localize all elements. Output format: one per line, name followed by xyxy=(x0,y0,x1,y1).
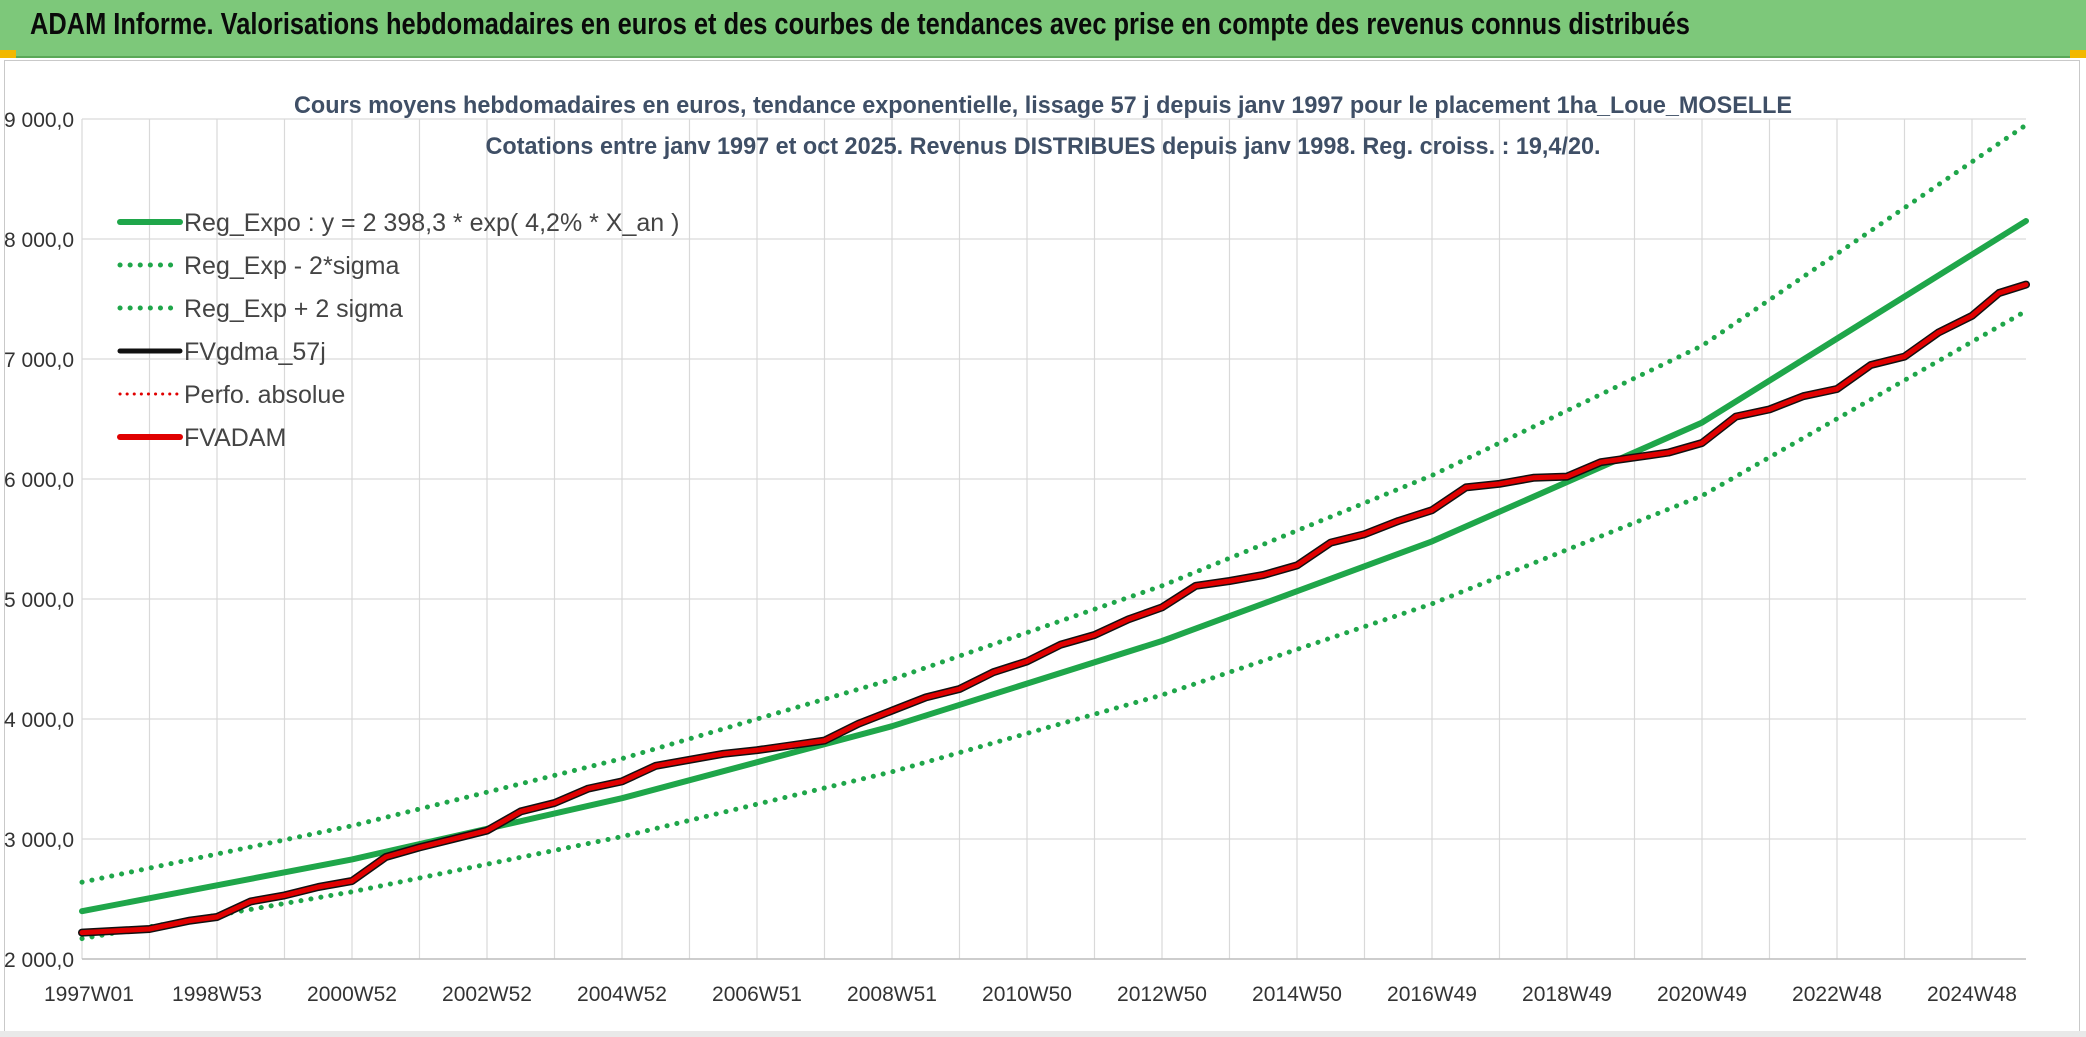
series-line xyxy=(79,218,2029,915)
x-tick-label: 2020W49 xyxy=(1657,983,1747,1006)
legend-label: FVADAM xyxy=(184,424,286,452)
x-tick-label: 2014W50 xyxy=(1252,983,1342,1006)
y-tick-label: 2 000,0 xyxy=(4,949,74,972)
y-tick-label: 9 000,0 xyxy=(4,109,74,132)
x-tick-label: 2000W52 xyxy=(307,983,397,1006)
series-line xyxy=(79,308,2029,942)
report-banner: ADAM Informe. Valorisations hebdomadaire… xyxy=(0,0,2086,58)
series-line xyxy=(78,280,2030,937)
legend-label: Perfo. absolue xyxy=(184,381,345,409)
axis-layer: 2 000,0 3 000,0 4 000,0 5 000,0 6 000,0 7 000… xyxy=(4,109,2026,1006)
banner-title: ADAM Informe. Valorisations hebdomadaire… xyxy=(30,6,1690,41)
y-tick-label: 7 000,0 xyxy=(4,349,74,372)
legend-label: Reg_Exp - 2*sigma xyxy=(184,252,399,280)
corner-mark-top-left xyxy=(0,50,16,58)
legend: Reg_Expo : y = 2 398,3 * exp( 4,2% * X_a… xyxy=(117,209,679,452)
bottom-band xyxy=(0,1031,2086,1037)
x-tick-label: 2018W49 xyxy=(1522,983,1612,1006)
y-tick-label: 5 000,0 xyxy=(4,589,74,612)
x-tick-label: 2010W50 xyxy=(982,983,1072,1006)
legend-label: Reg_Exp + 2 sigma xyxy=(184,295,403,323)
x-tick-label: 1997W01 xyxy=(44,983,134,1006)
x-tick-label: 2016W49 xyxy=(1387,983,1477,1006)
x-tick-label: 1998W53 xyxy=(172,983,262,1006)
x-tick-label: 2006W51 xyxy=(712,983,802,1006)
legend-label: FVgdma_57j xyxy=(184,338,326,366)
grid-layer xyxy=(81,118,2026,960)
corner-mark-top-right xyxy=(2070,50,2086,58)
series-line xyxy=(79,282,2029,936)
x-tick-label: 2024W48 xyxy=(1927,983,2017,1006)
series-layer xyxy=(78,122,2030,942)
y-tick-label: 6 000,0 xyxy=(4,469,74,492)
x-tick-label: 2004W52 xyxy=(577,983,667,1006)
chart-title-line1: Cours moyens hebdomadaires en euros, ten… xyxy=(294,92,1792,119)
chart-title-line2: Cotations entre janv 1997 et oct 2025. R… xyxy=(486,133,1601,160)
x-tick-label: 2002W52 xyxy=(442,983,532,1006)
series-line xyxy=(79,122,2029,885)
legend-label: Reg_Expo : y = 2 398,3 * exp( 4,2% * X_a… xyxy=(184,209,679,237)
series-line xyxy=(80,283,2028,935)
y-tick-label: 3 000,0 xyxy=(4,829,74,852)
y-tick-label: 8 000,0 xyxy=(4,229,74,252)
x-tick-label: 2008W51 xyxy=(847,983,937,1006)
x-tick-label: 2022W48 xyxy=(1792,983,1882,1006)
y-tick-label: 4 000,0 xyxy=(4,709,74,732)
x-tick-label: 2012W50 xyxy=(1117,983,1207,1006)
